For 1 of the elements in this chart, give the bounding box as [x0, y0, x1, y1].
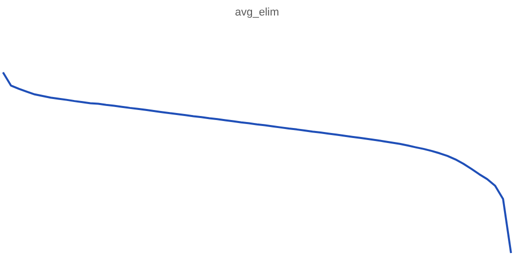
chart-title: avg_elim	[234, 6, 280, 19]
